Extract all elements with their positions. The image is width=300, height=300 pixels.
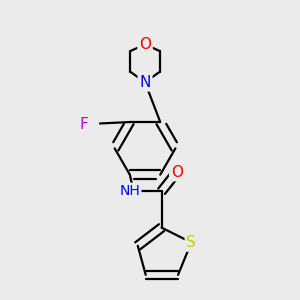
Text: NH: NH	[119, 184, 140, 198]
Text: O: O	[171, 165, 183, 180]
Text: O: O	[139, 37, 151, 52]
Text: S: S	[186, 235, 196, 250]
Text: N: N	[140, 75, 151, 90]
Text: F: F	[80, 117, 88, 132]
